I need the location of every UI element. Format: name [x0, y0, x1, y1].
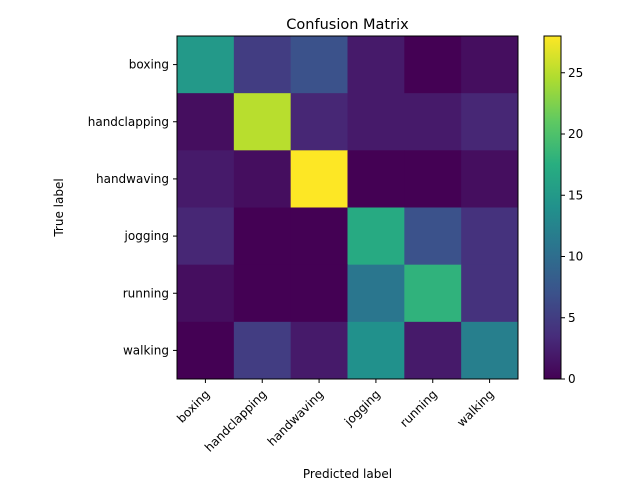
heatmap-cell: [290, 150, 348, 208]
y-tick-label: jogging: [124, 229, 169, 243]
x-axis-label: Predicted label: [303, 467, 392, 480]
heatmap-cell: [347, 36, 405, 94]
heatmap-cell: [290, 207, 348, 266]
heatmap-cell: [461, 150, 519, 208]
colorbar-tick-label: 10: [568, 250, 583, 264]
heatmap-cell: [233, 207, 292, 266]
heatmap-cell: [290, 93, 348, 151]
heatmap-cell: [347, 207, 405, 266]
heatmap-cell: [347, 321, 405, 380]
heatmap-cell: [233, 264, 292, 323]
heatmap-cell: [177, 93, 235, 151]
y-tick-label: running: [123, 286, 169, 300]
heatmap-cell: [347, 93, 405, 151]
heatmap-cell: [290, 321, 348, 380]
chart-title: Confusion Matrix: [286, 17, 409, 33]
heatmap-cell: [233, 93, 292, 151]
heatmap-cell: [177, 150, 235, 208]
x-tick-label: running: [397, 387, 440, 430]
colorbar: [544, 36, 561, 379]
heatmap-cells: [177, 36, 519, 380]
heatmap-cell: [177, 264, 235, 323]
colorbar-tick-label: 20: [568, 127, 583, 141]
y-axis-ticks: boxing handclapping handwaving jogging runni…: [88, 58, 177, 357]
y-tick-label: boxing: [129, 58, 169, 72]
heatmap-cell: [233, 150, 292, 208]
heatmap-cell: [461, 264, 519, 323]
x-tick-label: walking: [454, 387, 496, 429]
y-axis-label: True label: [52, 178, 66, 237]
heatmap-cell: [404, 264, 462, 323]
colorbar-tick-label: 0: [568, 372, 576, 386]
heatmap-cell: [347, 264, 405, 323]
heatmap-cell: [347, 150, 405, 208]
x-tick-label: boxing: [174, 387, 212, 425]
colorbar-tick-label: 15: [568, 188, 583, 202]
heatmap-cell: [177, 207, 235, 266]
x-tick-label: jogging: [341, 387, 383, 429]
plot-frame: [176, 35, 519, 380]
heatmap-cell: [233, 321, 292, 380]
colorbar-tick-label: 5: [568, 311, 576, 325]
heatmap-cell: [290, 36, 348, 94]
y-tick-label: walking: [123, 343, 169, 357]
heatmap-cell: [404, 207, 462, 266]
heatmap-cell: [404, 321, 462, 380]
y-tick-label: handclapping: [88, 115, 169, 129]
x-tick-label: handwaving: [265, 387, 327, 449]
colorbar-tick-label: 25: [568, 66, 583, 80]
heatmap-cell: [177, 321, 235, 380]
heatmap-cell: [233, 36, 292, 94]
heatmap-cell: [177, 36, 235, 94]
colorbar-frame: [543, 35, 562, 380]
y-tick-label: handwaving: [96, 172, 169, 186]
heatmap-cell: [461, 321, 519, 380]
heatmap-cell: [461, 207, 519, 266]
heatmap-cell: [404, 150, 462, 208]
heatmap-cell: [461, 36, 519, 94]
heatmap-cell: [290, 264, 348, 323]
heatmap-cell: [404, 93, 462, 151]
colorbar-ticks: 0 5 10 15 20 25: [561, 66, 583, 386]
heatmap-cell: [404, 36, 462, 94]
heatmap-cell: [461, 93, 519, 151]
